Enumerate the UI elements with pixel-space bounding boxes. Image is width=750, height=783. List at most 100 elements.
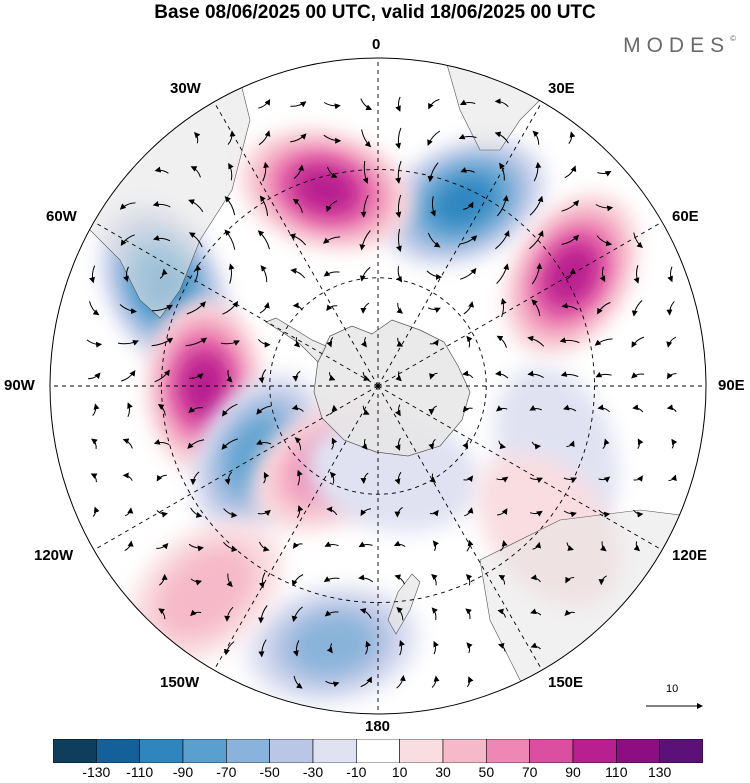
wind-arrow	[292, 198, 303, 213]
wind-arrow	[188, 232, 203, 248]
wind-arrow	[666, 372, 677, 380]
colorbar-tick-label: 50	[478, 764, 495, 780]
wind-arrow	[430, 196, 436, 217]
colorbar-swatch	[356, 739, 400, 763]
colorbar-swatch	[399, 739, 444, 763]
wind-arrow	[496, 476, 509, 483]
wind-arrow	[563, 477, 577, 483]
colorbar-swatch	[442, 739, 487, 763]
wind-arrow	[602, 438, 610, 449]
wind-arrow	[362, 161, 369, 184]
wind-arrow	[426, 270, 443, 280]
wind-arrow	[428, 438, 436, 450]
wind-arrow	[156, 542, 169, 550]
wind-arrow	[667, 266, 673, 283]
wind-arrow	[597, 171, 612, 177]
wind-arrow	[361, 129, 372, 148]
wind-arrow	[565, 576, 575, 584]
wind-arrow	[220, 340, 240, 346]
wind-arrow	[221, 438, 238, 450]
wind-arrow	[326, 337, 334, 348]
wind-arrow	[259, 302, 270, 314]
colorbar-tick-label: -10	[346, 764, 367, 780]
wind-arrow	[293, 337, 301, 348]
wind-arrow	[259, 195, 269, 216]
wind-arrow	[326, 506, 338, 516]
anomaly-blob-4	[182, 354, 226, 418]
wind-arrow	[228, 263, 235, 284]
wind-arrow	[394, 506, 403, 518]
wind-arrow	[561, 302, 578, 311]
wind-arrow	[494, 98, 509, 108]
wind-arrow	[329, 404, 338, 415]
lon-label-60w: 60W	[46, 208, 77, 225]
wind-arrow	[258, 98, 271, 109]
wind-arrow	[291, 574, 304, 587]
wind-arrow	[496, 335, 507, 348]
wind-arrow	[152, 201, 171, 208]
wind-arrow	[222, 300, 239, 315]
wind-arrow	[561, 234, 580, 245]
wind-arrow	[395, 371, 402, 382]
lon-label-30e: 30E	[548, 80, 575, 97]
wind-arrow	[361, 438, 368, 450]
wind-arrow	[359, 230, 371, 251]
wind-arrow	[497, 608, 507, 618]
wind-arrow	[396, 266, 403, 283]
wind-arrow	[258, 572, 266, 589]
wind-arrow	[258, 605, 268, 624]
wind-arrow	[89, 301, 100, 316]
wind-arrow	[460, 167, 475, 173]
wind-arrow	[428, 98, 440, 110]
wind-arrow	[291, 606, 303, 623]
wind-arrow	[222, 403, 238, 417]
wind-arrow	[463, 201, 474, 210]
wind-arrow	[120, 234, 135, 247]
colorbar-swatch	[182, 739, 227, 763]
wind-arrow	[119, 304, 137, 315]
wind-arrow	[394, 437, 401, 451]
wind-arrow	[360, 302, 370, 314]
wind-arrow	[89, 265, 96, 284]
wind-arrow	[529, 510, 543, 517]
wind-arrow	[497, 195, 509, 217]
wind-arrow	[294, 437, 302, 451]
vector-reference-arrow	[646, 703, 703, 709]
wind-arrow	[324, 610, 339, 617]
wind-arrow	[263, 471, 270, 484]
wind-arrow	[429, 339, 439, 347]
wind-arrow	[666, 404, 677, 413]
wind-arrow	[187, 439, 205, 449]
lon-label-180: 180	[365, 718, 391, 735]
wind-arrow	[360, 472, 369, 484]
colorbar-tick-label: 90	[565, 764, 581, 780]
wind-arrow	[599, 266, 606, 283]
wind-arrow	[227, 130, 236, 145]
wind-arrow	[223, 641, 235, 656]
wind-arrow	[595, 204, 614, 212]
wind-arrow	[296, 505, 304, 519]
wind-arrow	[395, 194, 402, 218]
wind-arrow	[595, 371, 612, 378]
colorbar-swatch	[616, 739, 660, 763]
wind-arrow	[153, 439, 170, 446]
wind-arrow	[156, 474, 167, 482]
wind-arrow	[325, 680, 340, 688]
meridian-line	[377, 221, 663, 387]
wind-arrow	[226, 370, 233, 383]
wind-arrow	[527, 335, 545, 347]
wind-arrow	[394, 471, 402, 485]
wind-arrow	[297, 469, 303, 486]
wind-arrow	[331, 437, 338, 450]
colorbar-tick-label: 70	[521, 764, 538, 780]
meridian-line	[93, 385, 379, 551]
wind-arrow	[631, 372, 645, 379]
wind-arrow	[495, 230, 510, 250]
wind-arrow	[188, 199, 204, 213]
wind-arrow	[256, 405, 272, 415]
wind-arrow	[532, 130, 540, 145]
wind-arrow	[292, 640, 300, 657]
wind-arrow	[533, 161, 542, 182]
vector-reference-label: 10	[666, 683, 679, 695]
